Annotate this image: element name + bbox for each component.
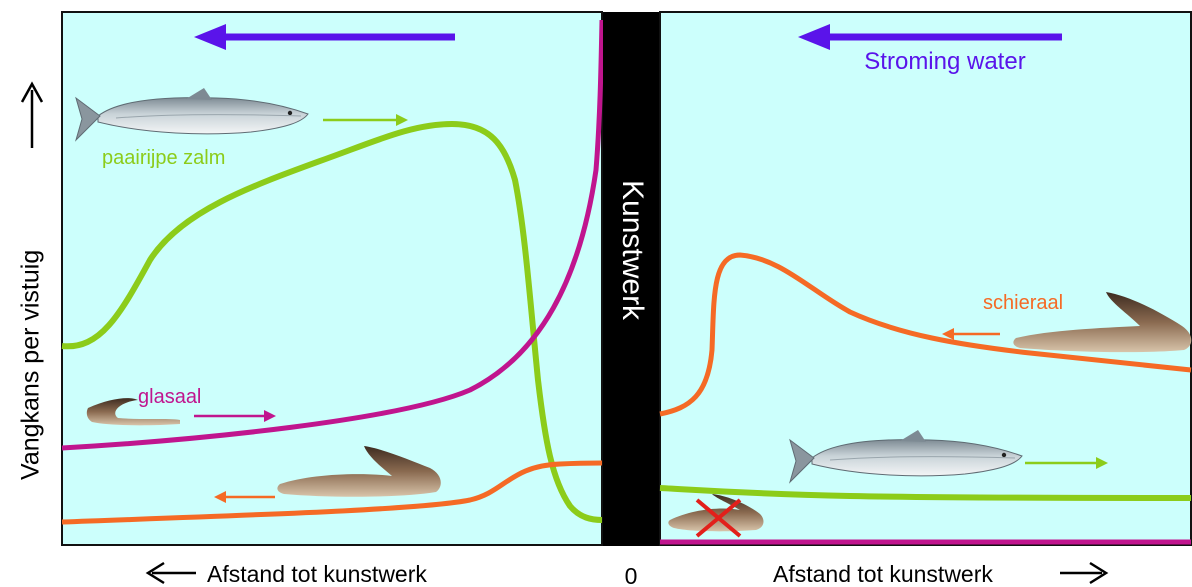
arrow-left-icon <box>798 24 1062 50</box>
barrier <box>603 12 659 546</box>
silver-eel-curve-right <box>659 252 1192 417</box>
eel-icon <box>668 494 764 532</box>
eel-icon <box>277 446 441 497</box>
x-axis-label-right: Afstand tot kunstwerk <box>773 561 993 587</box>
arrow-left-icon <box>145 561 196 585</box>
glass-eel-label: glasaal <box>138 386 201 408</box>
y-axis-label: Vangkans per vistuig <box>17 250 45 480</box>
arrow-left-icon <box>194 24 455 50</box>
barrier-label: Kunstwerk <box>616 180 649 321</box>
salmon-curve-right <box>659 485 1192 501</box>
salmon-label: paairijpe zalm <box>102 147 225 169</box>
eel-icon <box>86 398 180 426</box>
cross-icon <box>695 498 742 538</box>
arrow-left-icon <box>942 328 1000 340</box>
silver-eel-label: schieraal <box>983 292 1063 314</box>
arrow-left-icon <box>214 491 275 503</box>
arrow-right-icon <box>323 114 408 126</box>
silver-eel-curve-left <box>61 460 603 525</box>
eel-icon <box>1013 292 1192 353</box>
arrow-right-icon <box>194 410 276 422</box>
x-origin-label: 0 <box>625 563 638 587</box>
flow-label: Stroming water <box>864 48 1025 75</box>
salmon-curve-left <box>61 120 603 523</box>
arrow-right-icon <box>1060 561 1109 585</box>
arrow-up-icon <box>20 81 44 148</box>
x-axis-label-left: Afstand tot kunstwerk <box>207 561 427 587</box>
arrow-right-icon <box>1025 457 1108 469</box>
glass-eel-curve-left <box>61 19 605 451</box>
